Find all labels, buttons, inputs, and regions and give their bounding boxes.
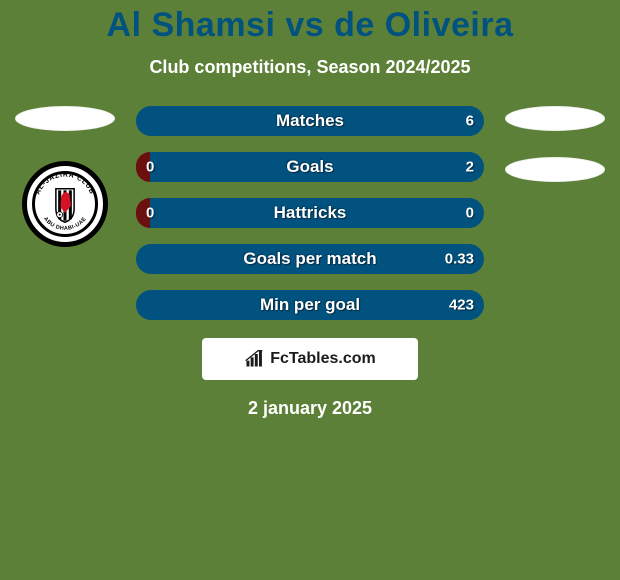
right-column [490, 106, 620, 182]
stat-value-left: 0 [146, 205, 154, 222]
stat-bar: Goals 0 2 [136, 152, 484, 182]
stat-label: Goals [286, 157, 333, 177]
footer-attribution: FcTables.com [202, 338, 418, 380]
stat-value-right: 0.33 [445, 251, 474, 268]
stat-label: Hattricks [274, 203, 347, 223]
stat-value-right: 2 [466, 159, 474, 176]
stat-value-left: 0 [146, 159, 154, 176]
stats-column: Matches 6 Goals 0 2 Hattricks 0 0 Goals per matc… [130, 106, 490, 320]
stat-value-right: 6 [466, 113, 474, 130]
chart-icon [244, 349, 264, 369]
body-row: AL-JAZIRA CLUB ABU DHABI-UAE [0, 106, 620, 320]
right-club-placeholder [505, 157, 605, 182]
stat-value-right: 0 [466, 205, 474, 222]
stat-label: Min per goal [260, 295, 360, 315]
stat-label: Goals per match [243, 249, 376, 269]
stat-bar: Hattricks 0 0 [136, 198, 484, 228]
badge-ball-dot [59, 214, 61, 216]
left-player-placeholder [15, 106, 115, 131]
left-column: AL-JAZIRA CLUB ABU DHABI-UAE [0, 106, 130, 247]
stat-label: Matches [276, 111, 344, 131]
right-player-placeholder [505, 106, 605, 131]
stat-bar: Min per goal 423 [136, 290, 484, 320]
badge-svg: AL-JAZIRA CLUB ABU DHABI-UAE [27, 166, 103, 242]
stat-bar: Matches 6 [136, 106, 484, 136]
comparison-infographic: Al Shamsi vs de Oliveira Club competitio… [0, 0, 620, 580]
page-title: Al Shamsi vs de Oliveira [0, 0, 620, 45]
subtitle: Club competitions, Season 2024/2025 [0, 57, 620, 78]
stat-bar: Goals per match 0.33 [136, 244, 484, 274]
left-club-badge: AL-JAZIRA CLUB ABU DHABI-UAE [22, 161, 108, 247]
footer-text: FcTables.com [270, 350, 376, 368]
stat-value-right: 423 [449, 297, 474, 314]
date-text: 2 january 2025 [0, 398, 620, 419]
